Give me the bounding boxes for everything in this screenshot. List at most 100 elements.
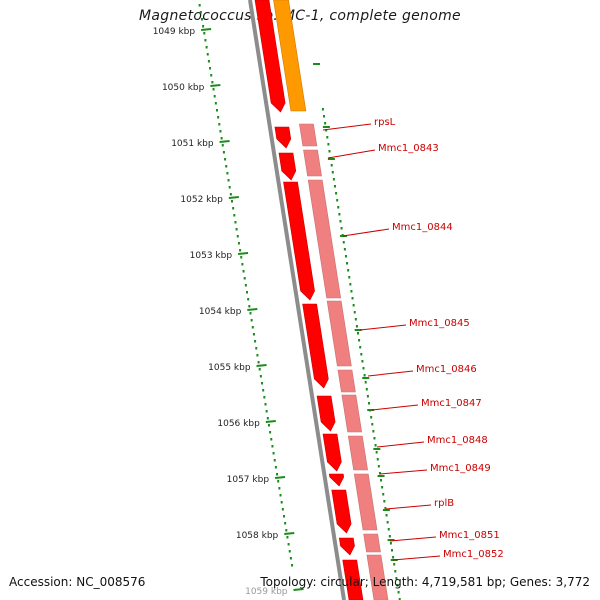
ruler-major-tick [237, 252, 249, 255]
ruler-dot [225, 165, 228, 168]
ruler-dot [273, 459, 276, 462]
gene-forward-arrow[interactable] [338, 537, 355, 556]
gene-leader-line [367, 370, 414, 377]
ruler-dot [291, 564, 294, 567]
ruler-dot [202, 25, 205, 28]
gene-forward-arrow[interactable] [274, 126, 292, 149]
outer-track-dot [331, 171, 334, 174]
gene-forward-arrow[interactable] [254, 0, 286, 113]
outer-track-dot [353, 311, 356, 314]
outer-track-dot [349, 283, 352, 286]
ruler-dot [285, 529, 288, 532]
gene-leader-line [327, 149, 376, 159]
ruler-dot [231, 200, 233, 203]
ruler-dot [212, 88, 215, 91]
outer-track-dot [351, 297, 354, 300]
ruler-dot [217, 116, 220, 119]
gene-label[interactable]: Mmc1_0847 [421, 398, 482, 409]
gene-light-block[interactable] [347, 435, 368, 471]
ruler-dot [239, 249, 242, 252]
gene-forward-arrow[interactable] [328, 473, 345, 487]
gene-label[interactable]: Mmc1_0849 [430, 463, 491, 474]
outer-track-dot [369, 409, 372, 412]
ruler-label: 1056 kbp [217, 419, 260, 429]
gene-forward-arrow[interactable] [283, 181, 315, 301]
outer-track-dot [367, 402, 370, 405]
gene-label[interactable]: Mmc1_0846 [416, 364, 477, 375]
gene-forward-arrow[interactable] [278, 152, 297, 181]
gene-orange-block[interactable] [273, 0, 307, 112]
ruler-dot [221, 144, 224, 147]
gene-forward-arrow[interactable] [322, 433, 342, 472]
gene-forward-arrow[interactable] [342, 559, 364, 600]
ruler-major-tick [284, 532, 295, 535]
ruler-dot [226, 172, 229, 175]
ruler-dot [214, 102, 217, 105]
ruler-dot [258, 368, 261, 371]
gene-forward-arrow[interactable] [316, 395, 336, 432]
ruler-dot [246, 291, 249, 294]
gene-label[interactable]: Mmc1_0848 [427, 435, 488, 446]
outer-track-dot [348, 276, 351, 279]
ruler-dot [267, 424, 270, 427]
outer-track-dot [350, 290, 353, 293]
gene-label[interactable]: Mmc1_0843 [378, 143, 439, 154]
gene-light-block[interactable] [303, 149, 322, 177]
outer-track-dot [364, 381, 367, 384]
outer-track-dot [396, 584, 399, 587]
outer-track-dot [328, 150, 331, 153]
accession-text: Accession: NC_008576 [9, 575, 146, 589]
ruler-dot [266, 417, 269, 420]
ruler-major-tick [265, 420, 276, 423]
ruler-dot [284, 522, 287, 525]
outer-track-dot [365, 388, 368, 391]
gene-light-block[interactable] [326, 300, 352, 367]
outer-track-dot [360, 353, 363, 356]
ruler-dot [256, 354, 259, 357]
ruler-dot [289, 557, 292, 560]
ruler-dot [263, 396, 266, 399]
ruler-dot [211, 81, 214, 84]
ruler-dot [206, 53, 209, 56]
gene-light-block[interactable] [353, 473, 378, 531]
outer-track-dot [389, 542, 392, 545]
outer-track-dot [342, 241, 345, 244]
gene-leader-line [389, 536, 437, 542]
gene-forward-arrow[interactable] [302, 303, 329, 389]
gene-light-block[interactable] [337, 369, 356, 393]
gene-label[interactable]: Mmc1_0845 [409, 318, 470, 329]
gene-label[interactable]: Mmc1_0844 [392, 222, 453, 233]
backbone-line [248, 0, 346, 600]
ruler-dot [250, 319, 253, 322]
gene-leader-line [359, 324, 407, 331]
gene-light-block[interactable] [299, 123, 318, 147]
ruler-dot [219, 130, 222, 133]
gene-label[interactable]: rplB [434, 498, 454, 509]
ruler-dot [251, 326, 254, 329]
gene-forward-arrow[interactable] [331, 489, 352, 534]
ruler-dot [288, 550, 291, 553]
ruler-major-tick [228, 196, 239, 199]
ruler-dot [234, 221, 237, 224]
ruler-dot [252, 333, 255, 336]
ruler-dot [243, 277, 246, 280]
ruler-dot [281, 508, 284, 511]
genome-summary-text: Topology: circular; Length: 4,719,581 bp… [260, 575, 590, 589]
ruler-dot [233, 214, 236, 217]
gene-label[interactable]: rpsL [374, 117, 396, 128]
ruler-major-tick [274, 476, 286, 479]
ruler-dot [269, 431, 272, 434]
gene-light-block[interactable] [341, 394, 363, 433]
gene-light-block[interactable] [307, 179, 342, 299]
gene-label[interactable]: Mmc1_0852 [443, 549, 504, 560]
gene-label[interactable]: Mmc1_0851 [439, 530, 500, 541]
gene-light-block[interactable] [363, 533, 381, 553]
outer-track-dot [358, 339, 361, 342]
outer-track-dot [397, 591, 400, 594]
outer-track-dot [361, 360, 364, 363]
outer-track-dot [391, 549, 394, 552]
gene-light-block[interactable] [366, 554, 389, 600]
ruler-dot [229, 193, 232, 196]
ruler-dot [215, 109, 218, 112]
